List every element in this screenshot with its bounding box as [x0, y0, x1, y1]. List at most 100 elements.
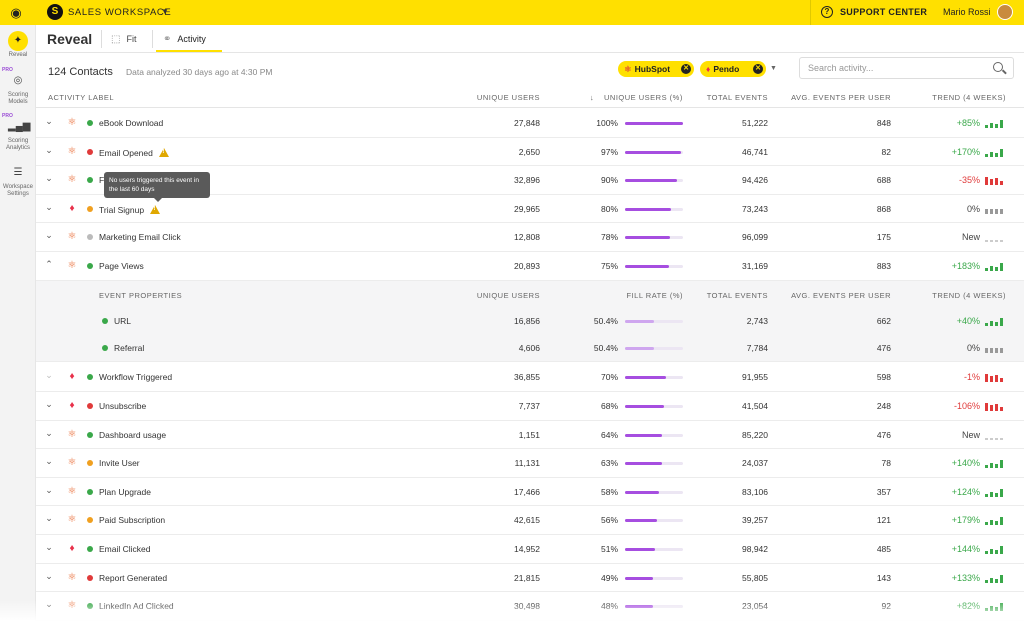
- unique-users-pct-value: 49%: [600, 572, 618, 583]
- unique-users-value: 36,855: [514, 372, 540, 383]
- close-icon[interactable]: ✕: [681, 64, 691, 74]
- rail-item-label: Reveal: [8, 52, 28, 58]
- column-header-unique-users[interactable]: UNIQUE USERS: [476, 93, 540, 102]
- rail-item-workspace-settings[interactable]: ☰ Workspace Settings: [0, 163, 36, 198]
- status-dot: [87, 234, 93, 241]
- rail-item-scoring-analytics[interactable]: ▂▄▆ Scoring Analytics: [0, 117, 36, 152]
- table-row[interactable]: ⌄ ⚛ Marketing Email Click 12,808 78% 96,…: [36, 223, 1024, 252]
- table-row[interactable]: ⌄ ⚛ Paid Subscription 42,615 56% 39,257 …: [36, 506, 1024, 535]
- chevron-down-icon[interactable]: ⌄: [45, 144, 53, 155]
- chevron-down-icon[interactable]: ⌄: [45, 201, 53, 212]
- avg-events-value: 175: [876, 232, 891, 243]
- avg-events-value: 143: [876, 572, 891, 583]
- sparkline-icon: [985, 175, 1007, 186]
- progress-fill: [625, 490, 659, 494]
- table-row[interactable]: ⌄ ♦ Email Clicked 14,952 51% 98,942 485 …: [36, 535, 1024, 564]
- chevron-down-icon[interactable]: ▼: [770, 65, 777, 72]
- hubspot-icon: ⚛: [67, 145, 77, 157]
- rail-item-scoring-models[interactable]: ◎ Scoring Models: [0, 71, 36, 106]
- filter-chip-label: HubSpot: [634, 64, 671, 74]
- progress-bar: [625, 405, 683, 408]
- total-events-value: 85,220: [742, 429, 768, 440]
- rail-item-reveal[interactable]: ✦ Reveal: [0, 31, 36, 59]
- activity-label: Workflow Triggered: [99, 372, 173, 383]
- total-events-value: 41,504: [742, 401, 768, 411]
- unique-users-value: 4,606: [518, 342, 540, 353]
- activity-label: Plan Upgrade: [99, 486, 151, 497]
- unique-users-pct-value: 51%: [600, 544, 618, 554]
- table-row[interactable]: ⌄ ⚛ Report Generated 21,815 49% 55,805 1…: [36, 563, 1024, 593]
- tab-fit[interactable]: ⬚ Fit: [111, 28, 136, 52]
- rail-item-label: Scoring Models: [7, 92, 29, 105]
- sub-table-header: EVENT PROPERTIES UNIQUE USERS FILL RATE …: [36, 280, 1024, 310]
- link-icon: ⚭: [163, 34, 172, 45]
- chevron-down-icon[interactable]: ⌄: [45, 427, 53, 438]
- search-input[interactable]: [799, 57, 1014, 79]
- table-row[interactable]: ⌄ ⚛ Dashboard usage 1,151 64% 85,220 476…: [36, 420, 1024, 450]
- event-property-label: Referral: [114, 342, 145, 353]
- chevron-down-icon[interactable]: ⌄: [45, 456, 53, 467]
- column-header-unique-users-pct[interactable]: UNIQUE USERS (%): [604, 93, 683, 102]
- avatar[interactable]: [997, 4, 1013, 20]
- chevron-down-icon[interactable]: ▼: [161, 7, 169, 16]
- chevron-down-icon[interactable]: ⌄: [45, 542, 53, 552]
- avg-events-value: 598: [876, 372, 891, 383]
- column-header-total-events[interactable]: TOTAL EVENTS: [706, 93, 768, 102]
- progress-bar: [625, 433, 683, 437]
- sparkline-icon: [985, 343, 1007, 353]
- sub-table-row[interactable]: URL 16,856 50.4% 2,743 662 +40%: [36, 307, 1024, 336]
- chevron-down-icon[interactable]: ⌄: [45, 116, 53, 126]
- scroll-fade: [0, 600, 1024, 621]
- column-header-trend[interactable]: TREND (4 WEEKS): [932, 93, 1006, 102]
- warning-icon[interactable]: [158, 147, 169, 157]
- table-row[interactable]: ⌄ ⚛ Plan Upgrade 17,466 58% 83,106 357 +…: [36, 477, 1024, 507]
- status-dot: [102, 344, 108, 351]
- avg-events-value: 476: [876, 429, 891, 440]
- column-header-activity-label[interactable]: ACTIVITY LABEL: [48, 93, 115, 102]
- warning-icon[interactable]: [150, 204, 161, 214]
- chevron-down-icon[interactable]: ⌄: [45, 484, 53, 495]
- chevron-down-icon[interactable]: ⌄: [45, 173, 53, 184]
- status-dot: [87, 460, 93, 467]
- rail-item-label: Workspace Settings: [3, 184, 33, 197]
- chevron-down-icon[interactable]: ⌄: [45, 513, 53, 524]
- unique-users-pct-value: 97%: [600, 146, 618, 157]
- search-icon[interactable]: [993, 62, 1003, 72]
- sparkline-icon: [985, 118, 1007, 128]
- crop-icon: ⬚: [111, 34, 121, 45]
- table-row[interactable]: ⌄ ♦ Unsubscribe 7,737 68% 41,504 248 -10…: [36, 392, 1024, 421]
- table-row[interactable]: ⌄ ⚛ Email Opened 2,650 97% 46,741 82 +17…: [36, 137, 1024, 167]
- filter-chip-pendo[interactable]: ♦ Pendo ✕: [700, 61, 766, 77]
- activity-label: Email Opened: [99, 147, 169, 158]
- column-header-avg-events[interactable]: AVG. EVENTS PER USER: [791, 93, 891, 102]
- chevron-down-icon[interactable]: ⌄: [45, 370, 53, 381]
- close-icon[interactable]: ✕: [753, 64, 763, 74]
- app-logo-icon[interactable]: ◉: [10, 5, 22, 20]
- filter-chip-hubspot[interactable]: ⚛ HubSpot ✕: [618, 61, 694, 77]
- tab-activity[interactable]: ⚭ Activity: [156, 28, 222, 52]
- sparkline-icon: [985, 401, 1007, 411]
- workspace-logo-icon[interactable]: S: [47, 4, 63, 20]
- table-row[interactable]: ⌃ ⚛ Page Views 20,893 75% 31,169 883 +18…: [36, 252, 1024, 281]
- table-row[interactable]: ⌄ ⚛ eBook Download 27,848 100% 51,222 84…: [36, 109, 1024, 138]
- sort-arrow-icon[interactable]: ↓: [590, 93, 595, 102]
- progress-bar: [625, 548, 683, 551]
- chevron-up-icon[interactable]: ⌃: [45, 259, 53, 269]
- support-center-link[interactable]: SUPPORT CENTER: [840, 7, 928, 17]
- sub-table-row[interactable]: Referral 4,606 50.4% 7,784 476 0%: [36, 333, 1024, 363]
- unique-users-pct-value: 75%: [600, 261, 618, 271]
- workspace-name[interactable]: SALES WORKSPACE: [68, 7, 172, 18]
- activity-label: Unsubscribe: [99, 401, 147, 411]
- chevron-down-icon[interactable]: ⌄: [45, 399, 53, 409]
- table-row[interactable]: ⌄ ♦ Trial Signup 29,965 80% 73,243 868 0…: [36, 194, 1024, 224]
- table-row[interactable]: ⌄ ⚛ Invite User 11,131 63% 24,037 78 +14…: [36, 449, 1024, 478]
- total-events-value: 96,099: [742, 232, 768, 243]
- trend-value: 0%: [966, 203, 980, 214]
- activity-label: Paid Subscription: [99, 515, 166, 526]
- chevron-down-icon[interactable]: ⌄: [45, 570, 53, 581]
- user-name[interactable]: Mario Rossi: [943, 7, 991, 17]
- chevron-down-icon[interactable]: ⌄: [45, 230, 53, 241]
- help-icon[interactable]: ?: [821, 6, 833, 18]
- status-dot: [87, 488, 93, 495]
- table-row[interactable]: ⌄ ♦ Workflow Triggered 36,855 70% 91,955…: [36, 363, 1024, 392]
